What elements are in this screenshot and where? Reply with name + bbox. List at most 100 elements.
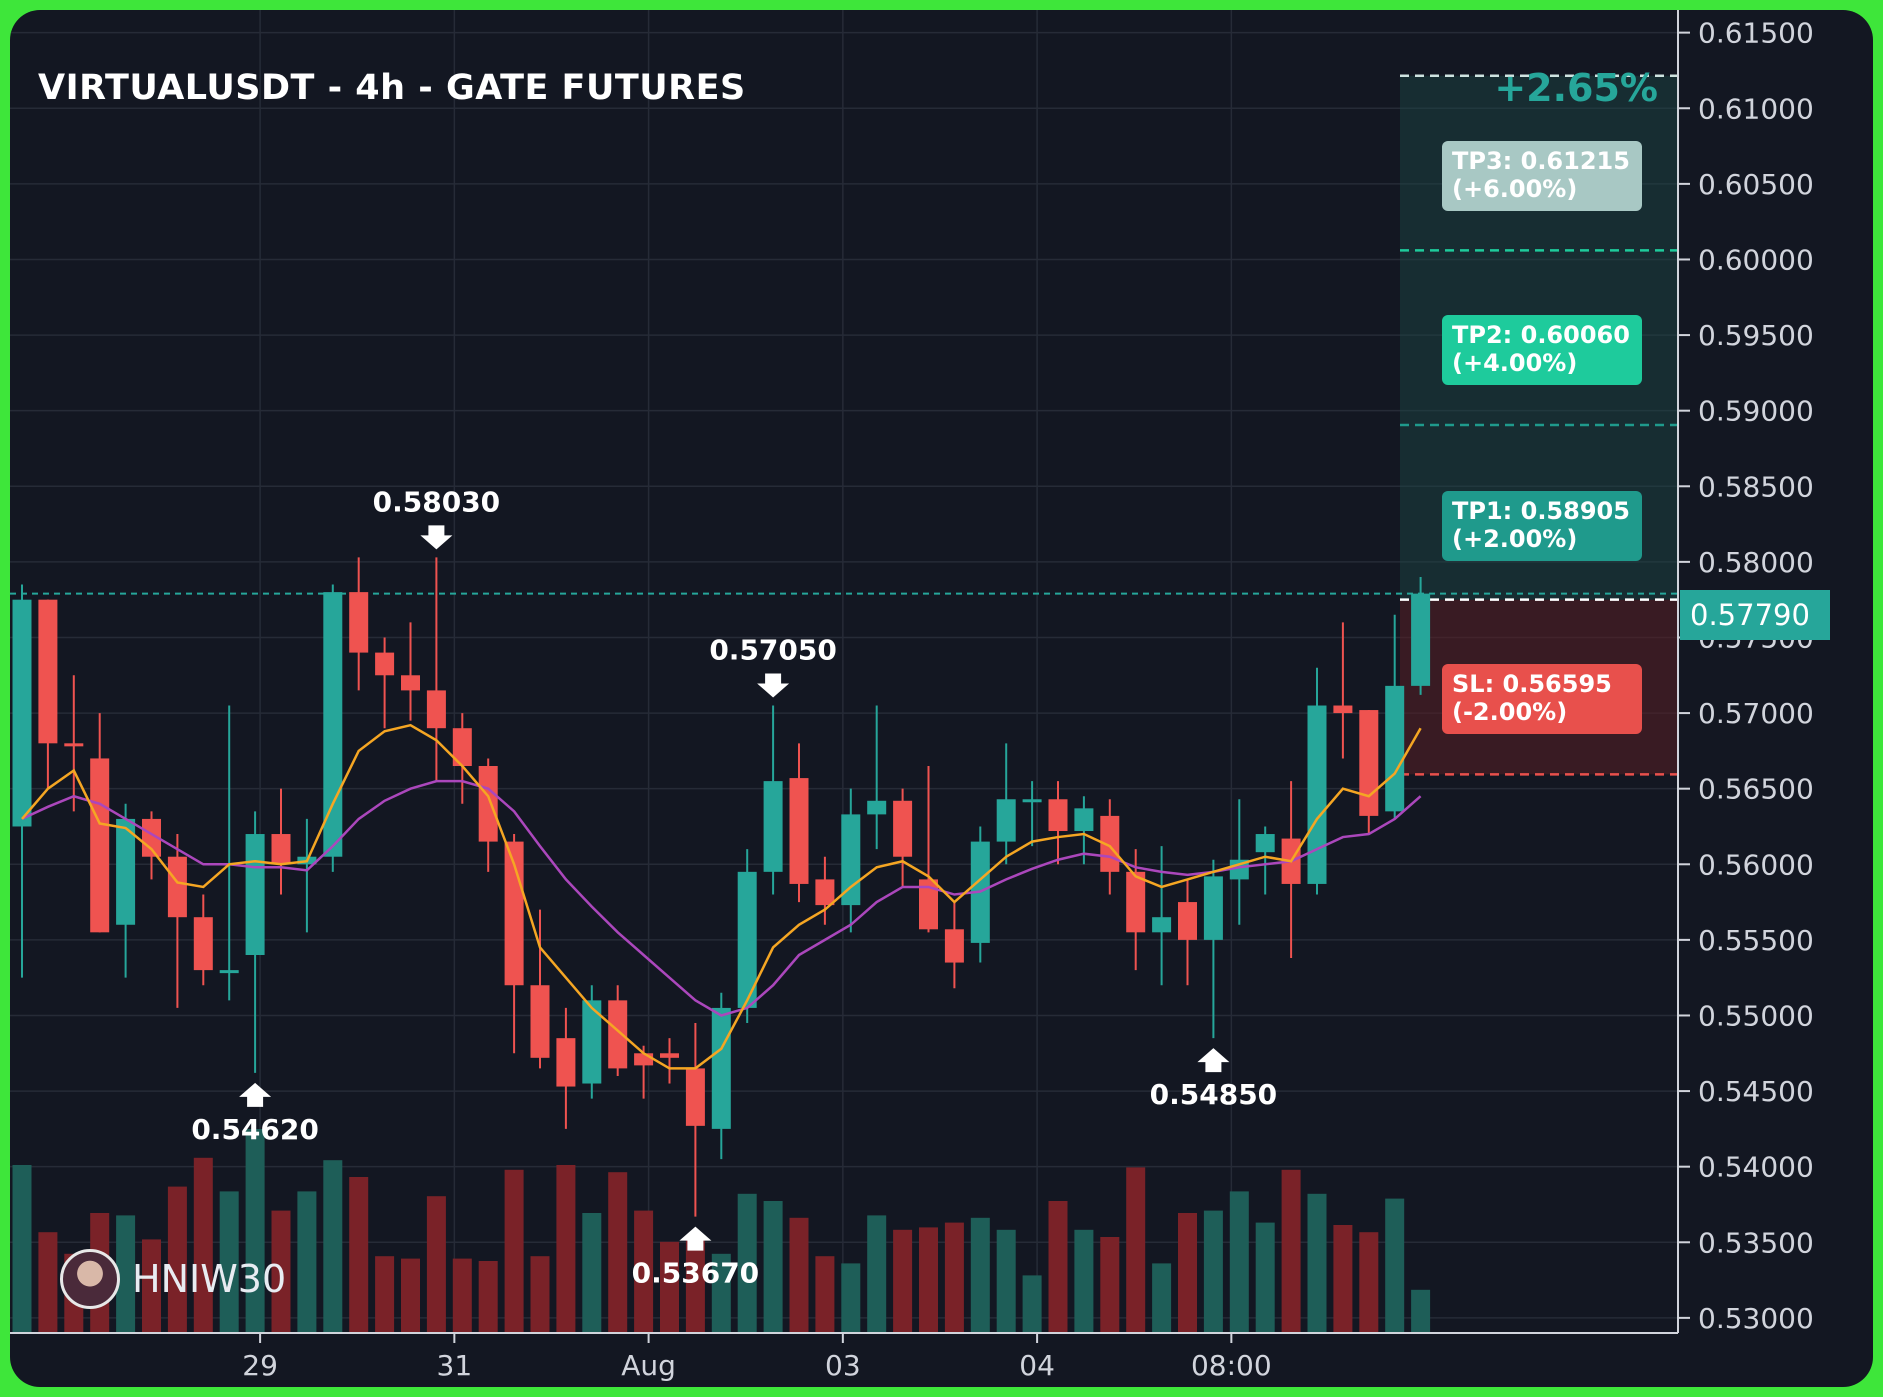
x-tick-label: Aug (621, 1349, 676, 1382)
ma-fast-line (21, 723, 1422, 1070)
volume-bar (116, 1215, 136, 1333)
x-tick-label: 04 (1019, 1349, 1055, 1382)
volume-bar (504, 1169, 524, 1333)
candle-body (660, 1053, 679, 1058)
volume-bar (323, 1160, 343, 1333)
annotation: 0.54850 (1150, 1048, 1278, 1111)
candles (12, 557, 1431, 1217)
y-tick-label: 0.54500 (1698, 1075, 1814, 1108)
volume-bar (919, 1227, 938, 1333)
ma-slow-line (21, 779, 1422, 1017)
candle-body (1385, 685, 1405, 812)
candle-body (142, 818, 161, 857)
candle-body (1178, 902, 1197, 940)
tp2-label: TP2: 0.60060 (+4.00%) (1442, 315, 1642, 386)
up-arrow-icon (1197, 1048, 1230, 1073)
annotation: 0.57050 (709, 634, 837, 698)
up-arrow-icon (679, 1226, 712, 1251)
y-tick-label: 0.58500 (1698, 470, 1814, 503)
watermark-text: HNIW30 (132, 1257, 287, 1301)
volume-bar (142, 1239, 161, 1333)
volume-bar (893, 1229, 913, 1333)
y-tick-label: 0.54000 (1698, 1151, 1814, 1184)
x-tick-label: 03 (825, 1349, 861, 1382)
candle-body (64, 743, 84, 747)
volume-bar (1203, 1210, 1223, 1333)
volume-bar (737, 1193, 757, 1333)
chart-panel: 0.58030 0.57050 0.54620 0.53670 0.54850 0.615… (10, 10, 1873, 1387)
x-tick-label: 31 (437, 1349, 473, 1382)
candle-body (12, 599, 32, 827)
volume-bar (1281, 1169, 1301, 1333)
volume-bar (944, 1222, 964, 1333)
y-tick-label: 0.59000 (1698, 395, 1814, 428)
y-tick-label: 0.56000 (1698, 848, 1814, 881)
candle-body (1126, 871, 1146, 933)
volume-bar (789, 1217, 809, 1333)
candle-body (1203, 876, 1223, 940)
volume-bar (401, 1258, 420, 1333)
y-tick-label: 0.61000 (1698, 92, 1814, 125)
volume-bar (1074, 1229, 1094, 1333)
volume-bar (38, 1232, 58, 1333)
chart-title: VIRTUALUSDT - 4h - GATE FUTURES (38, 68, 746, 108)
y-tick-label: 0.58000 (1698, 546, 1814, 579)
y-tick-label: 0.61500 (1698, 17, 1814, 50)
annotation: 0.58030 (373, 485, 501, 550)
y-tick-label: 0.53500 (1698, 1226, 1814, 1259)
volume-bar (426, 1196, 446, 1333)
candle-body (1152, 917, 1172, 933)
volume-bar (12, 1165, 32, 1333)
volume-bar (660, 1241, 679, 1333)
volume-bar (271, 1210, 291, 1333)
candle-body (815, 879, 835, 906)
volume-bar (556, 1165, 576, 1333)
candle-body (893, 800, 913, 857)
annotation-label: 0.53670 (632, 1257, 760, 1290)
y-tick-label: 0.60000 (1698, 243, 1814, 276)
volume-bar (815, 1256, 835, 1333)
volume-bar (452, 1258, 472, 1333)
candle-body (478, 766, 498, 842)
volume-bar (297, 1191, 317, 1333)
candle-body (1074, 808, 1094, 832)
candle-body (763, 781, 783, 872)
candle-body (737, 871, 757, 1008)
change-percent: +2.65% (1494, 66, 1658, 110)
volume-bars (12, 1129, 1431, 1333)
up-arrow-icon (239, 1082, 272, 1107)
candle-body (271, 834, 291, 865)
volume-bar (1411, 1289, 1431, 1333)
volume-bar (219, 1191, 239, 1333)
candle-body (38, 599, 58, 744)
candle-body (193, 917, 213, 971)
volume-bar (1022, 1275, 1042, 1333)
volume-bar (582, 1213, 602, 1333)
annotation-label: 0.58030 (373, 485, 501, 518)
volume-bar (1359, 1232, 1379, 1333)
candle-body (634, 1053, 654, 1066)
candle-body (1411, 593, 1431, 686)
candle-body (401, 675, 420, 691)
candle-body (556, 1038, 576, 1087)
candle-body (1022, 799, 1042, 803)
candle-body (530, 985, 550, 1058)
annotation: 0.54620 (191, 1082, 319, 1146)
y-tick-label: 0.55000 (1698, 999, 1814, 1032)
candle-body (116, 818, 136, 925)
candle-body (90, 758, 110, 933)
volume-bar (193, 1157, 213, 1333)
volume-bar (1333, 1225, 1353, 1333)
volume-bar (1307, 1193, 1327, 1333)
volume-bar (245, 1129, 265, 1333)
y-tick-label: 0.60500 (1698, 168, 1814, 201)
annotation-label: 0.54850 (1150, 1078, 1278, 1111)
candle-body (1048, 799, 1068, 832)
candle-body (1255, 834, 1275, 853)
y-tick-label: 0.55500 (1698, 924, 1814, 957)
volume-bar (867, 1215, 887, 1333)
candle-body (919, 879, 938, 930)
volume-bar (349, 1177, 369, 1333)
volume-bar (634, 1210, 654, 1333)
candle-body (582, 1000, 602, 1084)
